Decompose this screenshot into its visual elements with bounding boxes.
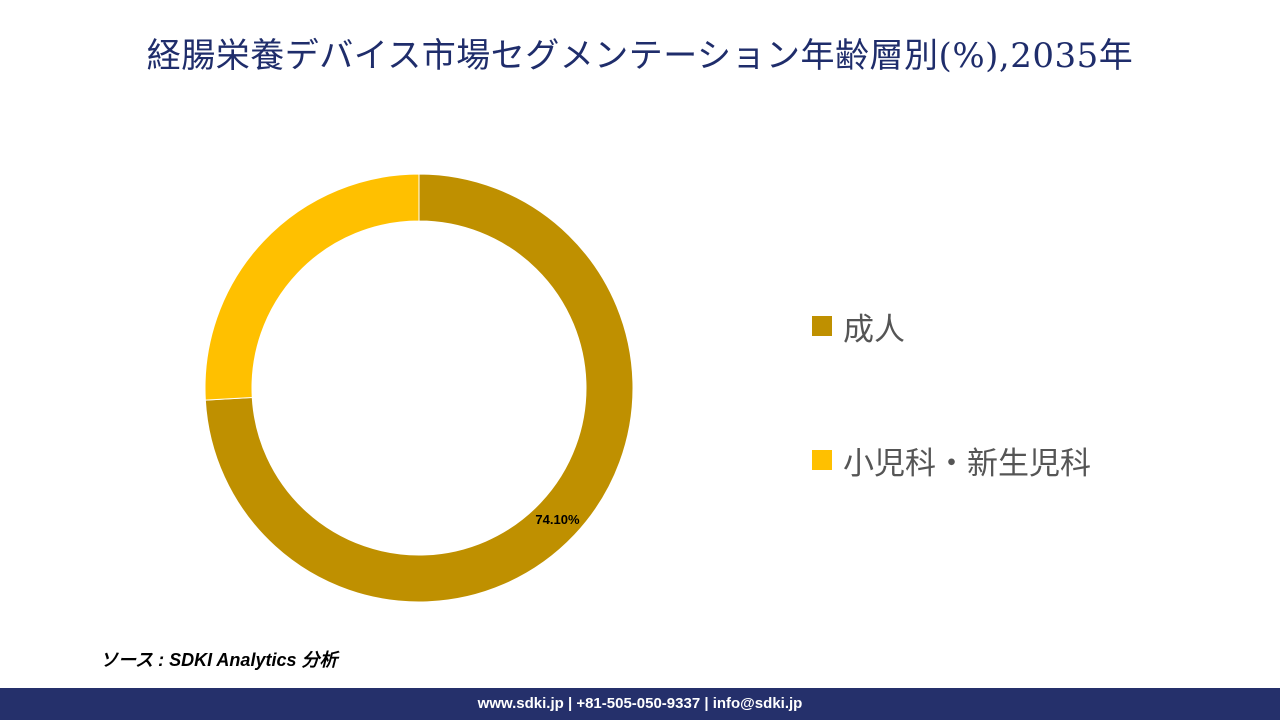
legend-label-pediatric: 小児科・新生児科	[843, 445, 1091, 482]
legend-item-pediatric: 小児科・新生児科	[812, 434, 1091, 486]
donut-chart: 74.10%	[204, 173, 634, 603]
donut-slice-2	[204, 173, 420, 401]
chart-title: 経腸栄養デバイス市場セグメンテーション年齢層別(%),2035年	[146, 36, 1134, 76]
legend-item-adult: 成人	[812, 300, 1091, 352]
legend-swatch-adult	[812, 316, 832, 336]
data-label-1: 74.10%	[535, 512, 580, 527]
legend-swatch-pediatric	[812, 450, 832, 470]
legend-label-adult: 成人	[843, 311, 905, 348]
donut-slice-1	[204, 173, 634, 603]
legend: 成人 小児科・新生児科	[812, 300, 1091, 568]
source-note: ソース : SDKI Analytics 分析	[100, 650, 338, 670]
footer-contact: www.sdki.jp | +81-505-050-9337 | info@sd…	[0, 688, 1280, 720]
